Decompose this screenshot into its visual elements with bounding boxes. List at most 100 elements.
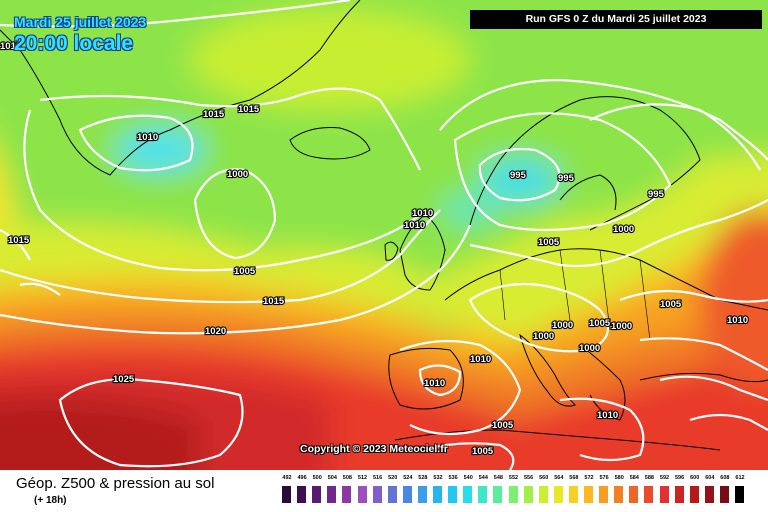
legend-label: 596 bbox=[675, 475, 685, 481]
legend-label: 568 bbox=[569, 475, 579, 481]
legend-swatch bbox=[553, 486, 563, 503]
legend-label: 508 bbox=[342, 475, 352, 481]
isobar-label: 1010 bbox=[597, 410, 618, 421]
legend-swatch bbox=[689, 486, 699, 503]
legend-label: 552 bbox=[508, 475, 519, 481]
legend-swatch bbox=[312, 486, 322, 503]
legend-label: 604 bbox=[705, 475, 715, 481]
isobar-label: 1005 bbox=[234, 266, 256, 277]
isobar-label: 1010 bbox=[137, 132, 158, 143]
legend-label: 580 bbox=[614, 475, 624, 481]
isobar-label: 1000 bbox=[552, 320, 573, 331]
map-canvas: 1015 1010 1015 1000 1015 1015 1005 1015 … bbox=[0, 0, 768, 470]
legend-swatch bbox=[523, 486, 533, 503]
isobar-label: 1000 bbox=[579, 343, 600, 354]
legend-label: 528 bbox=[418, 475, 428, 481]
isobar-label: 1000 bbox=[533, 331, 554, 342]
legend-label: 540 bbox=[463, 475, 473, 481]
legend-swatch bbox=[629, 486, 639, 503]
legend-label: 572 bbox=[584, 475, 594, 481]
legend-swatch bbox=[568, 486, 578, 503]
legend-swatch bbox=[433, 486, 442, 503]
weather-map: 1015 1010 1015 1000 1015 1015 1005 1015 … bbox=[0, 0, 768, 470]
isobars bbox=[0, 0, 768, 470]
isobar-label: 995 bbox=[648, 189, 665, 200]
legend-label: 584 bbox=[629, 475, 639, 481]
copyright-notice: Copyright © 2023 Meteociel.fr bbox=[300, 443, 448, 455]
legend-swatch bbox=[402, 486, 412, 503]
legend-label: 520 bbox=[388, 475, 398, 481]
isobar-labels: 1015 1010 1015 1000 1015 1015 1005 1015 … bbox=[0, 40, 749, 458]
legend-swatch bbox=[735, 486, 744, 503]
map-local-time: 20:00 locale bbox=[14, 32, 134, 55]
legend-swatch bbox=[508, 486, 518, 503]
isobar-label: 1005 bbox=[538, 237, 560, 248]
isobar-label: 1010 bbox=[412, 208, 433, 219]
legend-label: 524 bbox=[403, 475, 413, 481]
legend-label: 600 bbox=[690, 475, 700, 481]
isobar-label: 995 bbox=[510, 170, 527, 181]
legend-label: 576 bbox=[599, 475, 609, 481]
isobar-label: 1000 bbox=[611, 321, 632, 332]
legend-label: 496 bbox=[297, 475, 307, 481]
legend-swatch bbox=[342, 486, 352, 503]
legend-label: 548 bbox=[493, 475, 503, 481]
legend-label: 588 bbox=[644, 475, 654, 481]
isobar-label: 1010 bbox=[470, 354, 491, 365]
legend-label: 612 bbox=[735, 475, 745, 481]
legend-label: 512 bbox=[357, 475, 368, 481]
legend-swatch bbox=[493, 486, 503, 503]
isobar-label: 995 bbox=[558, 173, 575, 184]
isobar-label: 1005 bbox=[660, 299, 682, 310]
legend-label: 592 bbox=[659, 475, 670, 481]
map-footer: Géop. Z500 & pression au sol (+ 18h) 492… bbox=[0, 470, 768, 512]
legend-swatch bbox=[327, 486, 337, 503]
legend-swatch bbox=[704, 486, 714, 503]
isobar-label: 1015 bbox=[203, 109, 225, 120]
legend-label: 556 bbox=[524, 475, 534, 481]
legend-swatch bbox=[357, 486, 367, 503]
legend-swatch bbox=[659, 486, 669, 503]
geopotential-field bbox=[0, 0, 768, 470]
field-title: Géop. Z500 & pression au sol bbox=[16, 475, 215, 492]
legend-swatch bbox=[599, 486, 609, 503]
legend-swatch bbox=[448, 486, 458, 503]
legend-label: 504 bbox=[327, 475, 337, 481]
legend-swatch bbox=[674, 486, 684, 503]
legend-swatch bbox=[372, 486, 382, 503]
coastlines bbox=[0, 0, 768, 451]
color-legend: 492 496 500 504 508 512 516 520 524 528 532 536 540 5… bbox=[282, 475, 752, 509]
legend-label: 516 bbox=[373, 475, 383, 481]
isobar-label: 1005 bbox=[472, 446, 494, 457]
legend-label: 608 bbox=[720, 475, 730, 481]
lead-time: (+ 18h) bbox=[34, 495, 67, 506]
legend-swatch bbox=[614, 486, 624, 503]
legend-swatch bbox=[719, 486, 729, 503]
map-date: Mardi 25 juillet 2023 bbox=[14, 14, 147, 30]
isobar-label: 1005 bbox=[492, 420, 514, 431]
legend-label: 532 bbox=[433, 475, 443, 481]
isobar-label: 1015 bbox=[263, 296, 285, 307]
legend-label: 536 bbox=[448, 475, 458, 481]
isobar-label: 1010 bbox=[727, 315, 748, 326]
isobar-label: 1020 bbox=[205, 326, 226, 337]
isobar-label: 1010 bbox=[404, 220, 425, 231]
legend-swatch bbox=[297, 486, 307, 503]
legend-swatch bbox=[282, 486, 291, 503]
isobar-label: 1005 bbox=[589, 318, 611, 329]
legend-label: 500 bbox=[312, 475, 322, 481]
legend-label: 544 bbox=[478, 475, 488, 481]
legend-label: 564 bbox=[554, 475, 564, 481]
isobar-label: 1025 bbox=[113, 374, 135, 385]
legend-swatch bbox=[417, 486, 427, 503]
legend-label: 492 bbox=[282, 475, 292, 481]
legend-label: 560 bbox=[539, 475, 549, 481]
model-run-label: Run GFS 0 Z du Mardi 25 juillet 2023 bbox=[470, 10, 762, 29]
legend-swatch bbox=[584, 486, 593, 503]
legend-swatch bbox=[387, 486, 397, 503]
isobar-label: 1010 bbox=[424, 378, 445, 389]
legend-swatch bbox=[644, 486, 654, 503]
legend-swatch bbox=[478, 486, 488, 503]
isobar-label: 1000 bbox=[227, 169, 248, 180]
isobar-label: 1015 bbox=[0, 41, 22, 52]
